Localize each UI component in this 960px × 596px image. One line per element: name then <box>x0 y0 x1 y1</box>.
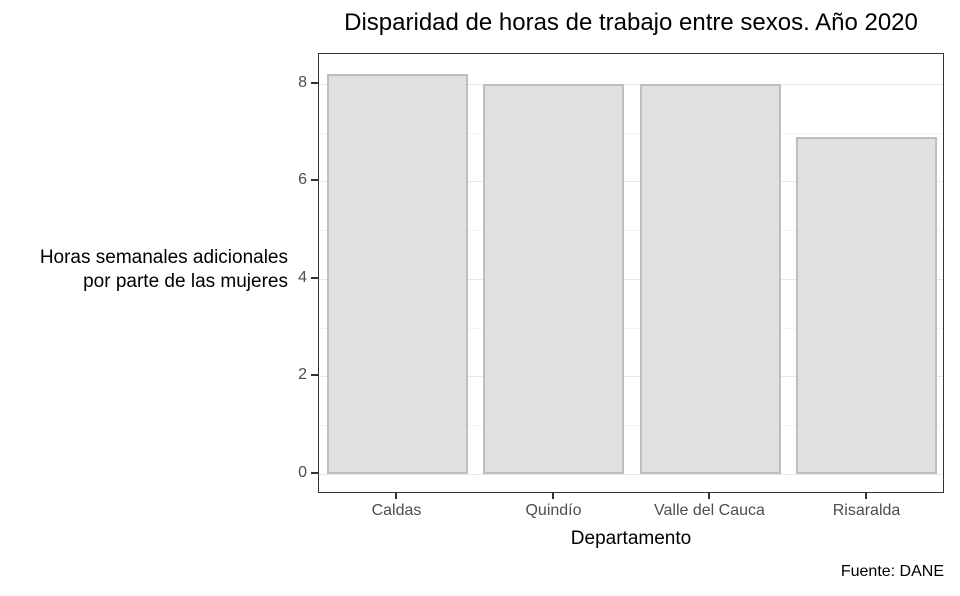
x-tick-label-risaralda: Risaralda <box>832 502 901 519</box>
y-tick-label-0: 0 <box>298 464 307 481</box>
gridline-major-0 <box>319 474 943 475</box>
x-tick-mark-quindio <box>552 493 554 499</box>
y-axis-title-line-2: por parte de las mujeres <box>83 271 288 292</box>
y-tick-label-8: 8 <box>298 74 307 91</box>
x-tick-mark-risaralda <box>865 493 867 499</box>
x-tick-label-quindio: Quindío <box>525 502 582 519</box>
y-tick-mark-4 <box>311 277 318 279</box>
gridline-major-2 <box>319 376 943 377</box>
bar-risaralda <box>796 137 937 474</box>
y-tick-mark-6 <box>311 179 318 181</box>
y-tick-label-2: 2 <box>298 366 307 383</box>
bar-caldas <box>327 74 468 474</box>
y-tick-mark-2 <box>311 374 318 376</box>
plot-panel <box>318 53 944 493</box>
y-tick-label-4: 4 <box>298 269 307 286</box>
x-axis-title: Departamento <box>570 528 692 549</box>
gridline-major-8 <box>319 84 943 85</box>
x-tick-label-caldas: Caldas <box>371 502 422 519</box>
y-tick-mark-8 <box>311 82 318 84</box>
gridline-major-6 <box>319 181 943 182</box>
chart-title: Disparidad de horas de trabajo entre sex… <box>344 9 918 36</box>
gridline-minor-1 <box>319 425 943 426</box>
gridline-major-4 <box>319 279 943 280</box>
gridline-minor-7 <box>319 133 943 134</box>
y-tick-label-6: 6 <box>298 171 307 188</box>
y-axis-title: Horas semanales adicionales por parte de… <box>0 246 288 294</box>
gridline-minor-3 <box>319 328 943 329</box>
y-tick-mark-0 <box>311 472 318 474</box>
bar-valle-del-cauca <box>640 84 781 474</box>
source-caption: Fuente: DANE <box>840 563 944 580</box>
x-tick-mark-caldas <box>395 493 397 499</box>
y-axis-title-line-1: Horas semanales adicionales <box>39 247 288 268</box>
x-tick-mark-valle-del-cauca <box>708 493 710 499</box>
x-tick-label-valle-del-cauca: Valle del Cauca <box>654 502 765 519</box>
gridline-minor-5 <box>319 230 943 231</box>
bar-quindio <box>483 84 624 474</box>
